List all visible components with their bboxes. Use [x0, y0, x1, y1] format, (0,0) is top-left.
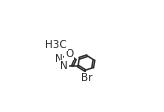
Text: N: N [55, 54, 62, 64]
Text: O: O [65, 49, 73, 59]
Text: H3C: H3C [45, 40, 67, 50]
Text: N: N [60, 61, 68, 71]
Text: Br: Br [81, 73, 92, 83]
